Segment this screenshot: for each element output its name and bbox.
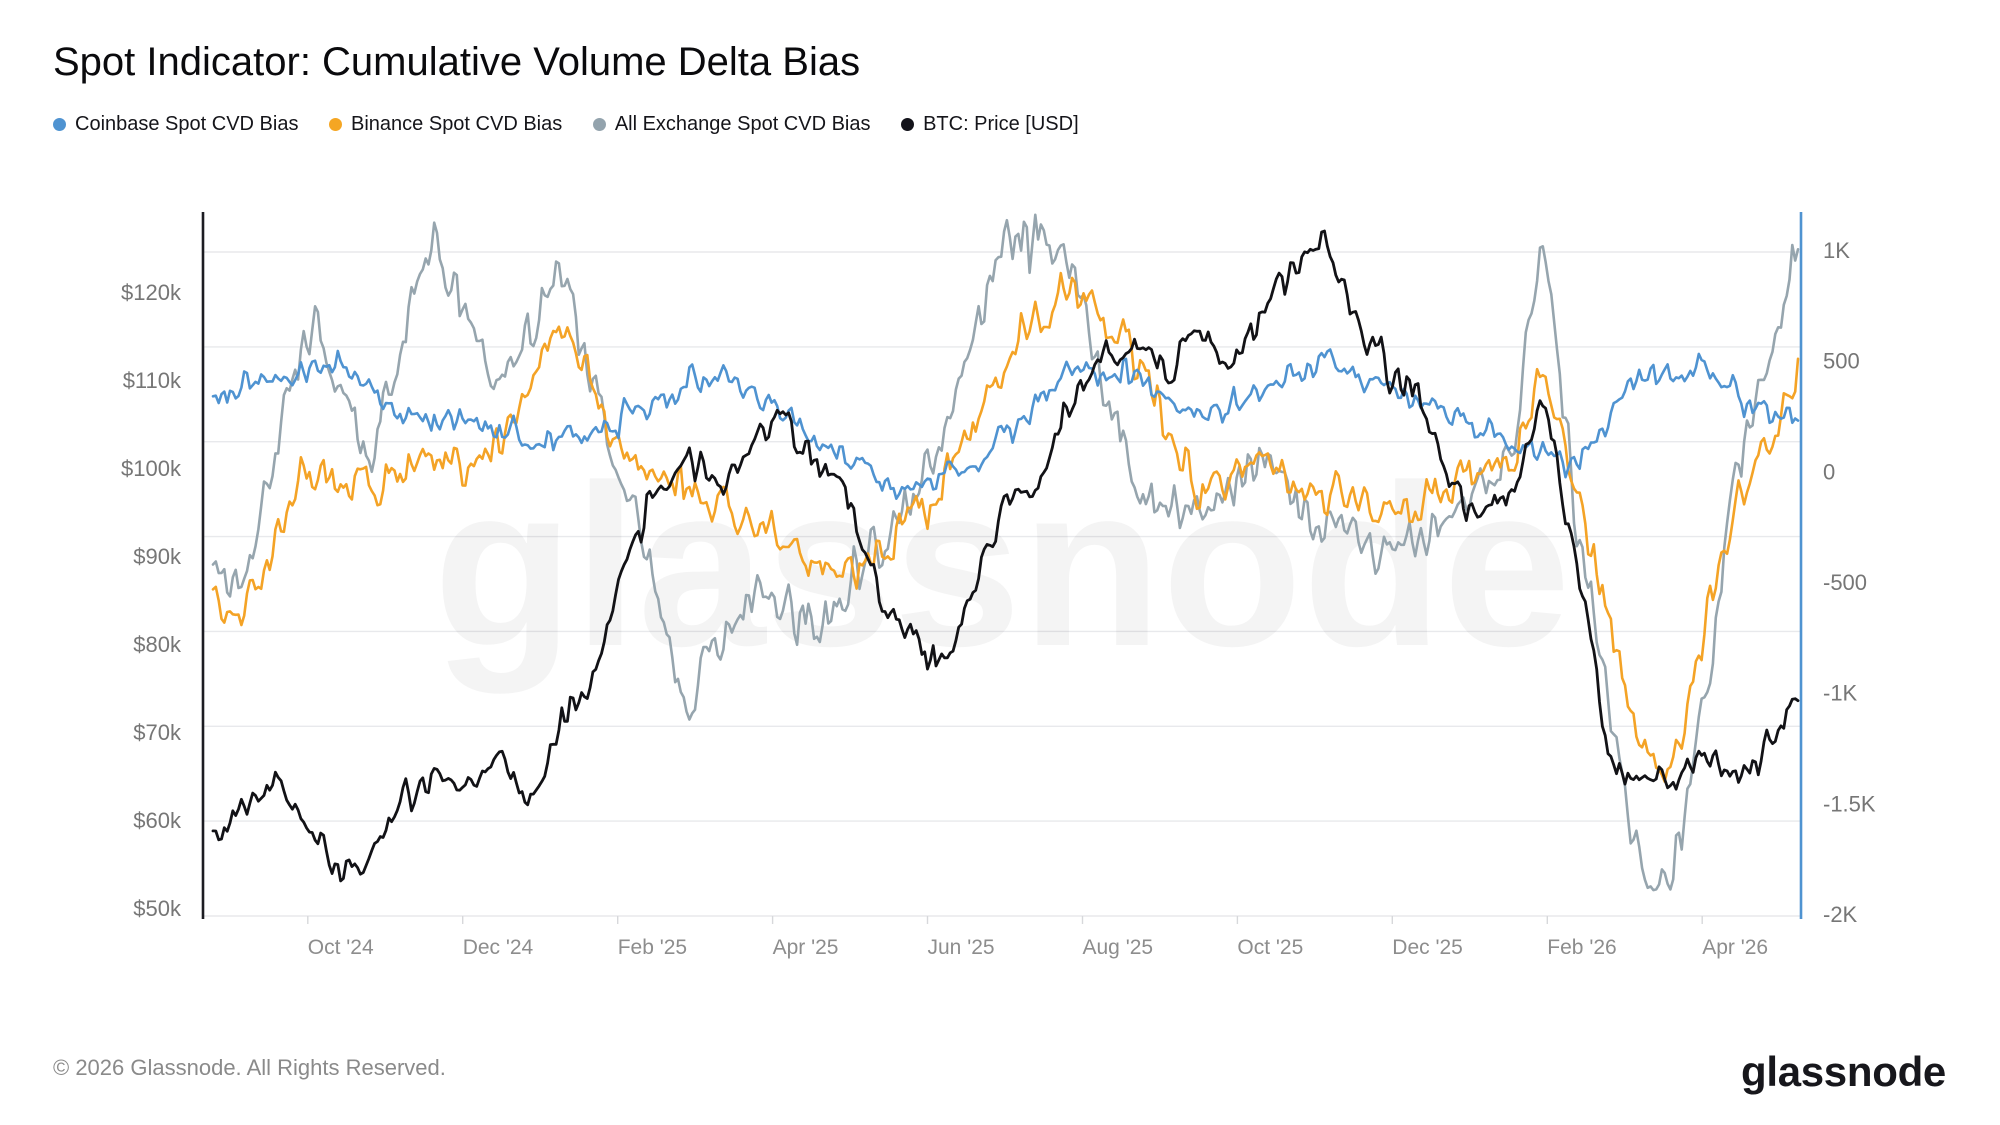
svg-text:$120k: $120k <box>121 280 182 305</box>
svg-text:Oct '24: Oct '24 <box>308 936 374 959</box>
svg-text:Feb '25: Feb '25 <box>618 936 687 959</box>
svg-text:Aug '25: Aug '25 <box>1083 936 1154 959</box>
svg-text:0: 0 <box>1823 459 1835 484</box>
svg-text:Feb '26: Feb '26 <box>1547 936 1616 959</box>
svg-text:$50k: $50k <box>133 896 182 921</box>
svg-text:$80k: $80k <box>133 632 182 657</box>
svg-text:Oct '25: Oct '25 <box>1237 936 1303 959</box>
svg-text:Apr '25: Apr '25 <box>773 936 839 959</box>
svg-text:$70k: $70k <box>133 720 182 745</box>
svg-text:glassnode: glassnode <box>433 437 1571 694</box>
svg-text:-1K: -1K <box>1823 681 1858 706</box>
svg-text:-2K: -2K <box>1823 902 1858 927</box>
svg-text:$100k: $100k <box>121 456 182 481</box>
svg-text:Dec '25: Dec '25 <box>1392 936 1463 959</box>
svg-text:$60k: $60k <box>133 808 182 833</box>
svg-text:Apr '26: Apr '26 <box>1702 936 1768 959</box>
svg-text:-500: -500 <box>1823 570 1867 595</box>
svg-text:$110k: $110k <box>123 368 182 393</box>
svg-text:1K: 1K <box>1823 238 1850 263</box>
svg-text:Dec '24: Dec '24 <box>463 936 534 959</box>
svg-text:Jun '25: Jun '25 <box>928 936 995 959</box>
svg-text:500: 500 <box>1823 349 1860 374</box>
svg-text:$90k: $90k <box>133 544 182 569</box>
svg-text:-1.5K: -1.5K <box>1823 791 1876 816</box>
